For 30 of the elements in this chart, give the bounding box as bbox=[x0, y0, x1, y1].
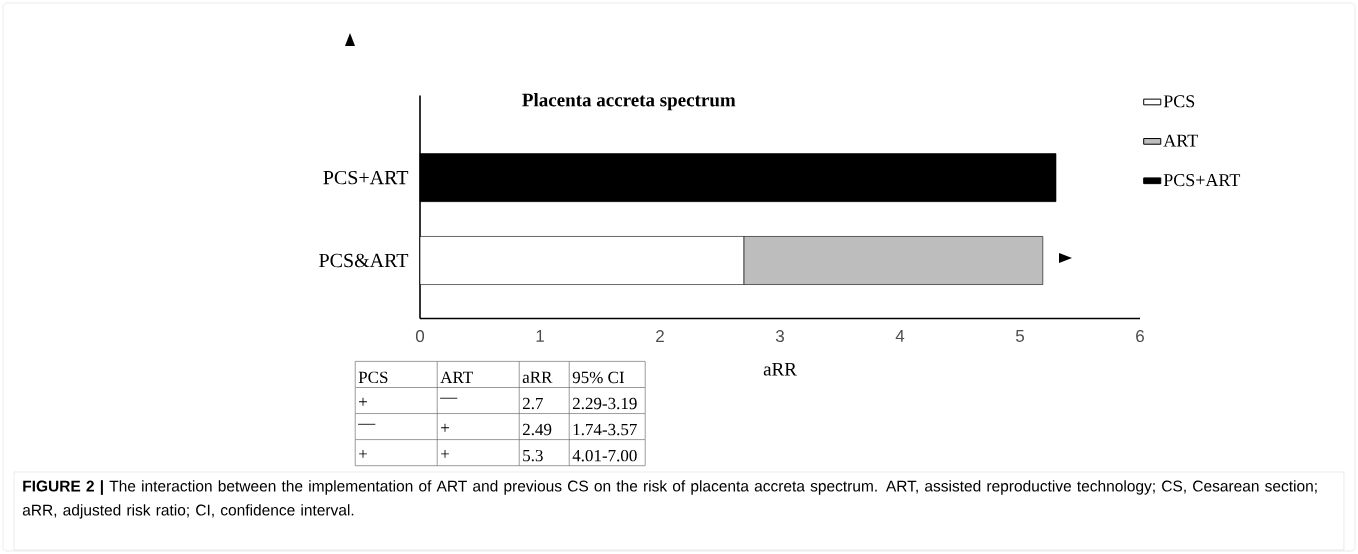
chart-title: Placenta accreta spectrum bbox=[522, 93, 736, 111]
x-tick-label: 6 bbox=[1136, 330, 1144, 343]
text: ART bbox=[440, 371, 473, 383]
y-tick-label: PCS&ART bbox=[319, 253, 409, 268]
text: 2.7 bbox=[522, 397, 543, 410]
x-tick-label: 1 bbox=[536, 330, 544, 342]
text: 1.74-3.57 bbox=[573, 423, 637, 436]
text: 2.49 bbox=[522, 423, 552, 436]
x-tick-label: 4 bbox=[895, 330, 905, 342]
text: + bbox=[359, 397, 367, 406]
x-tick-label: 3 bbox=[775, 330, 784, 343]
x-tick-label: 0 bbox=[415, 330, 425, 343]
legend-label: PCS bbox=[1163, 95, 1195, 108]
text: + bbox=[441, 423, 449, 432]
text: 2.29-3.19 bbox=[572, 397, 637, 410]
text: 95% CI bbox=[572, 371, 625, 384]
text: — bbox=[440, 397, 458, 399]
x-tick-label: 2 bbox=[656, 330, 664, 342]
text: FIGURE 2 | The interaction between the implementation of ART and previous CS on the risk of placenta accreta spectrum. ART, assisted reproductive technology; CS, Cesarean section; aRR, adjusted risk ratio; CI, confidence interval. bbox=[22, 480, 1317, 519]
text: 4.01-7.00 bbox=[572, 449, 637, 462]
legend-label: PCS+ART bbox=[1163, 174, 1241, 187]
x-tick-label: 5 bbox=[1015, 330, 1025, 342]
text: PCS bbox=[358, 371, 388, 384]
text: aRR bbox=[522, 371, 553, 383]
x-axis-title: aRR bbox=[763, 362, 797, 376]
text: 5.3 bbox=[523, 449, 543, 462]
text: — bbox=[358, 423, 376, 425]
legend-label: ART bbox=[1163, 134, 1198, 147]
text: + bbox=[359, 449, 367, 458]
text: + bbox=[441, 449, 449, 458]
